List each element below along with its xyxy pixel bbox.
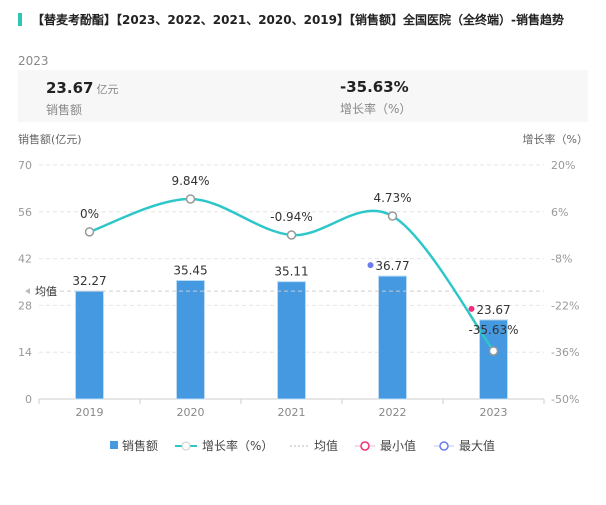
y2-tick-label: -36% (551, 346, 579, 359)
growth-value-label: -35.63% (468, 323, 518, 337)
y2-tick-label: -8% (551, 253, 572, 266)
bar-value-label: 35.11 (274, 265, 308, 279)
legend-max-icon (439, 441, 449, 451)
legend-label: 销售额 (122, 438, 158, 453)
sales-summary: 23.67 亿元 销售额 (46, 78, 118, 118)
y-axis-title: 销售额(亿元) (18, 132, 82, 146)
growth-summary: -35.63% 增长率（%） (340, 78, 411, 117)
legend-bar-icon (110, 441, 118, 449)
bar-value-label: 32.27 (72, 274, 106, 288)
average-label: 均值 (35, 285, 57, 298)
bar (75, 290, 104, 400)
x-tick-label: 2020 (177, 406, 205, 419)
growth-label: 增长率（%） (340, 102, 412, 116)
bar (176, 279, 205, 400)
growth-value-label: 4.73% (373, 191, 411, 205)
y2-tick-label: 6% (551, 206, 568, 219)
legend-label: 最小值 (380, 438, 416, 453)
chart-title: 【替麦考酚酯】【2023、2022、2021、2020、2019】【销售额】全国… (18, 11, 564, 28)
growth-point (387, 211, 398, 221)
y-tick-label: 28 (18, 299, 32, 312)
x-tick-label: 2019 (76, 406, 104, 419)
summary-card: 23.67 亿元 销售额 -35.63% 增长率（%） (18, 70, 588, 122)
bar-value-label: 36.77 (375, 259, 409, 273)
y-tick-label: 42 (18, 253, 32, 266)
y2-axis-title: 增长率（%） (523, 132, 588, 146)
legend-label: 最大值 (459, 438, 495, 453)
x-tick-label: 2023 (480, 406, 508, 419)
min-marker (468, 305, 475, 312)
x-tick-label: 2022 (379, 406, 407, 419)
legend-min-icon (360, 441, 370, 451)
bar (277, 281, 306, 400)
y-tick-label: 70 (18, 159, 32, 172)
bar (378, 275, 407, 400)
max-marker (367, 262, 374, 269)
bar-value-label: 35.45 (173, 263, 207, 277)
bar-value-label: 23.67 (476, 303, 510, 317)
legend-label: 均值 (314, 438, 338, 453)
sales-value: 23.67 (46, 79, 94, 97)
growth-point (185, 194, 196, 204)
growth-value: -35.63% (340, 78, 409, 96)
growth-value-label: 0% (80, 207, 99, 221)
sales-unit: 亿元 (96, 83, 119, 96)
growth-line (89, 197, 495, 352)
year-label: 2023 (18, 54, 49, 68)
sales-label: 销售额 (46, 103, 83, 117)
average-marker (25, 288, 30, 295)
y2-tick-label: -50% (551, 393, 579, 406)
legend-line-icon (181, 441, 191, 451)
growth-point (286, 230, 297, 240)
growth-point (84, 227, 95, 237)
y-tick-label: 14 (18, 346, 32, 359)
y2-tick-label: 20% (551, 159, 575, 172)
title-text: 【替麦考酚酯】【2023、2022、2021、2020、2019】【销售额】全国… (32, 13, 564, 27)
y-tick-label: 0 (25, 393, 32, 406)
bar (479, 319, 508, 400)
title-accent (18, 13, 22, 26)
y-tick-label: 56 (18, 206, 32, 219)
growth-point (488, 346, 499, 356)
growth-value-label: 9.84% (171, 174, 209, 188)
y2-tick-label: -22% (551, 299, 579, 312)
growth-value-label: -0.94% (270, 210, 312, 224)
x-tick-label: 2021 (278, 406, 306, 419)
legend-label: 增长率（%） (202, 438, 273, 453)
